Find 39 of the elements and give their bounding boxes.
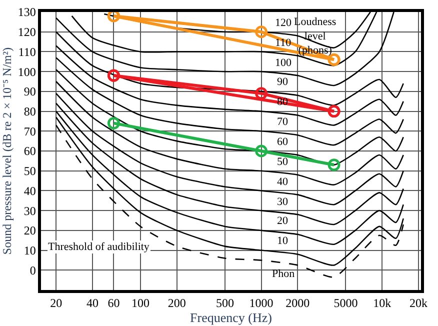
series-label: 40 bbox=[277, 176, 288, 188]
x-tick-label: 1000 bbox=[249, 296, 274, 310]
series-label: Phon bbox=[272, 268, 296, 280]
x-axis-title: Frequency (Hz) bbox=[190, 310, 272, 326]
x-tick-label: 40 bbox=[86, 296, 98, 310]
y-axis-title: Sound pressure level (dB re 2 × 10⁻⁵ N/m²) bbox=[0, 47, 14, 255]
series-label: 100 bbox=[275, 57, 292, 69]
y-tick-label: 10 bbox=[24, 243, 36, 258]
x-tick-label: 500 bbox=[216, 296, 234, 310]
series-label: 120 bbox=[275, 17, 292, 29]
y-tick-label: 40 bbox=[24, 184, 36, 198]
y-tick-label: 90 bbox=[24, 84, 36, 99]
y-tick-label: 0 bbox=[30, 263, 36, 278]
series-label: 90 bbox=[277, 76, 288, 88]
y-tick-label: 80 bbox=[24, 104, 36, 118]
y-tick-label: 70 bbox=[24, 124, 36, 138]
x-tick-label: 20k bbox=[409, 296, 428, 310]
y-tick-label: 60 bbox=[24, 144, 36, 158]
y-tick-label: 20 bbox=[24, 224, 36, 238]
x-tick-label: 100 bbox=[132, 296, 150, 310]
y-tick-label: 30 bbox=[24, 204, 36, 218]
series-label: 50 bbox=[277, 156, 288, 168]
x-tick-label: 5000 bbox=[334, 296, 358, 310]
x-tick-label: 60 bbox=[108, 296, 120, 310]
series-label: 60 bbox=[277, 136, 288, 148]
series-label: 20 bbox=[277, 215, 288, 227]
series-label: 30 bbox=[277, 196, 288, 208]
series-label: 10 bbox=[277, 235, 288, 247]
x-tick-label: 10k bbox=[373, 296, 392, 310]
x-tick-label: 200 bbox=[168, 296, 186, 310]
x-tick-label: 20 bbox=[50, 296, 62, 310]
x-tick-label: 2000 bbox=[286, 296, 310, 310]
y-tick-label: 100 bbox=[18, 64, 36, 79]
annotation: Threshold of audibility bbox=[48, 241, 150, 253]
series-label: 70 bbox=[277, 116, 288, 128]
y-tick-label: 130 bbox=[18, 5, 36, 20]
y-tick-label: 50 bbox=[24, 164, 36, 178]
y-tick-label: 120 bbox=[18, 25, 36, 40]
y-tick-label: 110 bbox=[18, 44, 36, 59]
